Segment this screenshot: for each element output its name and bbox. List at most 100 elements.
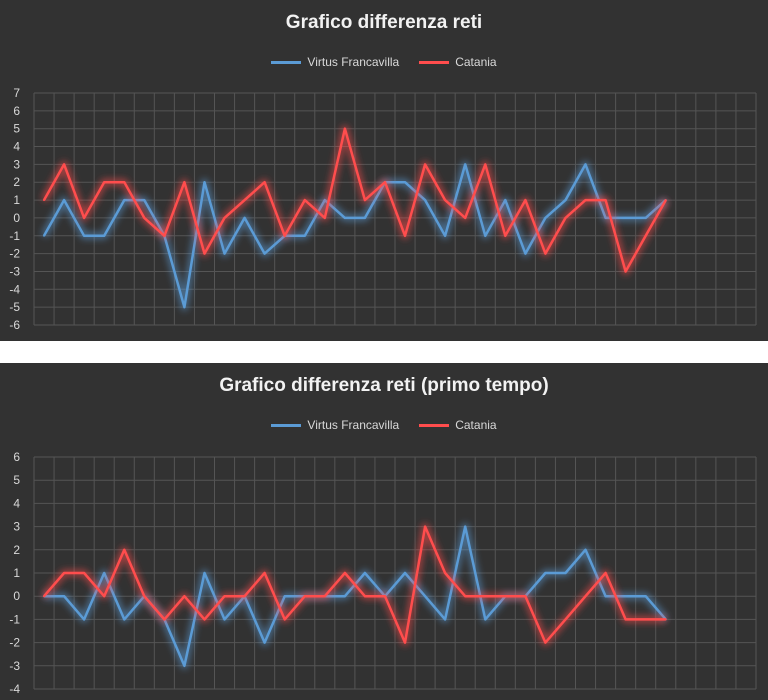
chart-plot-area: -6 -5 -4 -3 -2 -1 0 1 2 3 4 5 6 7 — [9, 86, 757, 332]
data-point — [143, 199, 146, 202]
chart-title: Grafico differenza reti — [285, 12, 483, 33]
legend-swatch-catania — [419, 60, 450, 64]
data-point — [223, 618, 226, 621]
y-tick-label: 2 — [13, 543, 20, 557]
series-line-1 — [42, 127, 667, 273]
y-tick-label: -2 — [9, 636, 20, 650]
legend-label-virtus: Virtus Francavilla — [307, 55, 400, 69]
y-tick-label: -3 — [9, 659, 20, 673]
data-point — [383, 595, 386, 598]
data-point — [183, 664, 186, 667]
data-point — [444, 199, 447, 202]
chart-title: Grafico differenza reti (primo tempo) — [219, 375, 549, 396]
data-point — [223, 595, 226, 598]
data-point — [404, 234, 407, 237]
legend-swatch-virtus — [271, 60, 302, 64]
data-point — [123, 199, 126, 202]
data-point — [484, 618, 487, 621]
y-tick-label: 0 — [13, 211, 20, 225]
y-tick-label: -1 — [9, 229, 20, 243]
data-point — [504, 595, 507, 598]
data-point — [404, 181, 407, 184]
data-point — [644, 618, 647, 621]
data-point — [103, 181, 106, 184]
data-point — [584, 595, 587, 598]
data-point — [83, 618, 86, 621]
data-point — [303, 595, 306, 598]
data-point — [183, 306, 186, 309]
data-point — [243, 595, 246, 598]
data-point — [644, 216, 647, 219]
data-point — [644, 234, 647, 237]
data-point — [484, 234, 487, 237]
data-point — [564, 216, 567, 219]
data-point — [263, 572, 266, 574]
data-point — [564, 618, 567, 621]
data-point — [544, 641, 547, 644]
chart-legend: Virtus Francavilla Catania — [0, 55, 768, 69]
data-point — [464, 525, 467, 528]
y-tick-label: 4 — [13, 496, 20, 510]
data-point — [604, 595, 607, 598]
data-point — [43, 234, 46, 237]
data-point — [123, 618, 126, 621]
y-tick-label: -6 — [9, 318, 20, 332]
legend-label-catania: Catania — [455, 418, 497, 432]
data-point — [544, 216, 547, 219]
data-point — [63, 163, 66, 166]
y-tick-label: 4 — [13, 140, 20, 154]
data-point — [383, 181, 386, 184]
legend-item-virtus: Virtus Francavilla — [271, 418, 399, 432]
data-point — [363, 199, 366, 202]
data-point — [363, 572, 366, 574]
y-tick-label: 1 — [13, 566, 20, 580]
data-point — [524, 252, 527, 255]
data-point — [544, 252, 547, 255]
data-point — [83, 234, 86, 237]
data-point — [103, 572, 106, 574]
data-point — [404, 572, 407, 574]
data-point — [424, 199, 427, 202]
y-tick-label: -4 — [9, 282, 20, 296]
data-point — [343, 572, 346, 574]
y-tick-label: -4 — [9, 682, 20, 696]
data-point — [263, 181, 266, 184]
data-point — [464, 216, 467, 219]
data-point — [83, 572, 86, 574]
data-point — [444, 234, 447, 237]
chart-legend: Virtus Francavilla Catania — [0, 418, 768, 432]
data-point — [343, 216, 346, 219]
legend-label-virtus: Virtus Francavilla — [307, 418, 400, 432]
data-point — [323, 216, 326, 219]
data-point — [63, 572, 66, 574]
data-point — [624, 270, 627, 273]
data-point — [103, 234, 106, 237]
y-tick-label: -1 — [9, 612, 20, 626]
data-point — [424, 595, 427, 598]
y-tick-label: 7 — [13, 86, 20, 100]
data-point — [243, 199, 246, 202]
data-point — [464, 595, 467, 598]
data-point — [564, 199, 567, 202]
data-point — [183, 595, 186, 598]
data-point — [143, 216, 146, 219]
data-point — [343, 595, 346, 598]
data-point — [504, 199, 507, 202]
legend-item-catania: Catania — [419, 55, 497, 69]
data-point — [203, 572, 206, 574]
data-point — [123, 548, 126, 551]
y-tick-label: 3 — [13, 157, 20, 171]
series-line-0 — [42, 163, 667, 309]
data-point — [624, 216, 627, 219]
data-point — [63, 595, 66, 598]
data-point — [83, 216, 86, 219]
data-point — [203, 181, 206, 184]
legend-swatch-catania — [419, 423, 450, 427]
data-point — [263, 252, 266, 255]
data-point — [283, 618, 286, 621]
data-point — [223, 252, 226, 255]
data-point — [303, 234, 306, 237]
data-point — [644, 595, 647, 598]
data-point — [604, 572, 607, 574]
data-point — [43, 199, 46, 202]
